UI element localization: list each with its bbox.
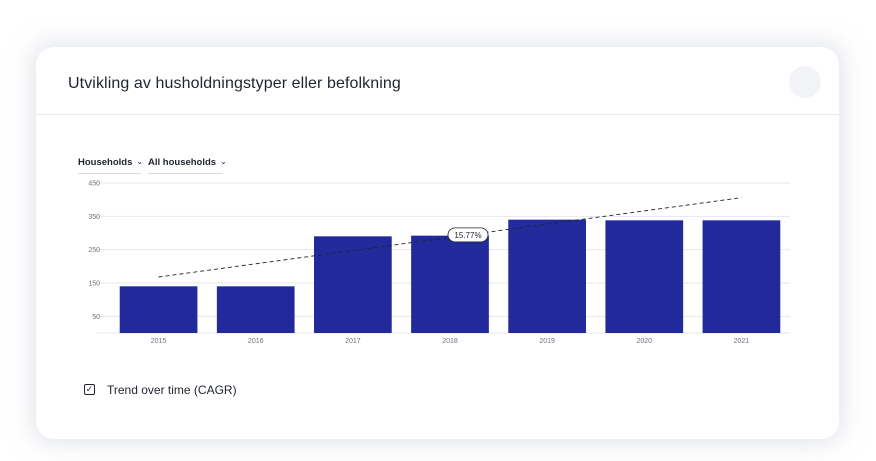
bar xyxy=(508,219,586,333)
y-tick-label: 450 xyxy=(88,181,100,188)
bar xyxy=(119,286,198,333)
bar xyxy=(702,220,781,333)
household-type-dropdown-value: All households xyxy=(148,157,217,168)
household-type-dropdown[interactable]: All households ⌄ xyxy=(148,157,227,174)
card-title: Utvikling av husholdningstyper eller bef… xyxy=(68,75,401,92)
x-tick-label: 2018 xyxy=(442,338,458,345)
x-tick-label: 2017 xyxy=(345,338,361,345)
bar-chart: 50 150 250 350 450 2015 2016 2017 2018 2019 2020 20… xyxy=(88,181,790,345)
chevron-down-icon: ⌄ xyxy=(136,157,144,166)
bar xyxy=(314,236,392,333)
chevron-down-icon: ⌄ xyxy=(220,157,227,166)
x-tick-label: 2015 xyxy=(151,338,167,345)
bar xyxy=(216,286,295,333)
bar xyxy=(605,220,684,333)
y-tick-label: 350 xyxy=(88,214,100,221)
menu-button[interactable] xyxy=(789,66,821,98)
chart-card: Utvikling av husholdningstyper eller bef… xyxy=(36,47,839,439)
y-tick-label: 150 xyxy=(88,281,100,288)
cagr-toggle-label: Trend over time (CAGR) xyxy=(107,383,237,397)
y-tick-label: 50 xyxy=(92,314,100,321)
bar xyxy=(411,235,489,333)
x-tick-label: 2021 xyxy=(734,338,750,345)
x-tick-label: 2016 xyxy=(248,338,264,345)
checkbox-checked-icon[interactable]: ✓ xyxy=(84,384,95,395)
metric-dropdown[interactable]: Households ⌄ xyxy=(78,157,144,174)
cagr-annotation-pill xyxy=(447,227,489,243)
x-tick-label: 2019 xyxy=(539,338,555,345)
cagr-annotation-label: 15.77% xyxy=(454,231,481,240)
x-tick-label: 2020 xyxy=(636,338,652,345)
y-tick-label: 250 xyxy=(88,247,100,254)
card-header: Utvikling av husholdningstyper eller bef… xyxy=(36,47,839,115)
metric-dropdown-value: Households xyxy=(78,157,133,168)
